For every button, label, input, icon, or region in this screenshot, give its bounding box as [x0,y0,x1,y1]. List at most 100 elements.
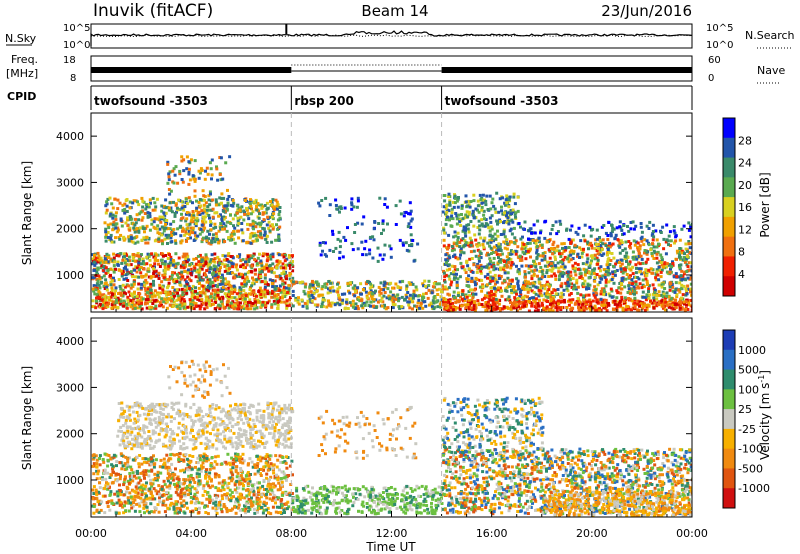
echo-cell [480,223,484,227]
echo-cell [479,198,483,201]
echo-cell [587,247,590,251]
echo-cell [250,284,254,288]
echo-cell [152,306,156,310]
echo-cell [652,292,655,296]
echo-cell [530,304,534,308]
echo-cell [262,218,266,222]
echo-cell [360,292,363,296]
echo-cell [160,285,164,289]
echo-cell [146,252,150,256]
echo-cell [601,302,605,306]
echo-cell [675,295,679,299]
echo-cell [219,266,222,269]
echo-cell [100,293,104,297]
echo-cell [162,300,166,304]
echo-cell [121,288,125,292]
echo-cell [266,289,270,293]
echo-cell [121,294,125,298]
echo-cell [512,195,516,199]
echo-cell [687,300,691,304]
echo-cell [565,284,569,288]
echo-cell [142,280,146,284]
echo-cell [194,305,198,308]
echo-cell [643,251,646,255]
echo-cell [195,257,198,260]
echo-cell [509,264,513,268]
echo-cell [338,256,342,260]
echo-cell [620,282,623,286]
echo-cell [480,298,484,302]
echo-cell [103,282,107,286]
echo-cell [579,306,583,310]
echo-cell [537,277,541,281]
echo-cell [671,262,675,265]
echo-cell [597,298,600,302]
echo-cell [252,252,256,256]
echo-cell [266,292,270,296]
echo-cell [203,177,207,181]
echo-cell [604,284,608,288]
echo-cell [397,299,400,303]
nave-tick-bottom: 0 [708,73,714,84]
echo-cell [220,192,224,196]
echo-cell [554,257,557,261]
echo-cell [206,257,210,261]
echo-cell [465,277,469,281]
echo-cell [617,244,621,248]
echo-cell [166,297,169,301]
echo-cell [427,284,431,287]
echo-cell [446,259,449,262]
echo-cell [443,280,447,284]
echo-cell [467,230,471,234]
echo-cell [110,293,114,296]
echo-cell [465,284,469,288]
echo-cell [327,287,330,291]
echo-cell [260,270,264,274]
echo-cell [660,261,663,265]
echo-cell [163,237,167,241]
echo-cell [560,242,564,246]
echo-cell [292,281,296,285]
echo-cell [456,197,460,201]
echo-cell [106,260,110,264]
echo-cell [221,177,225,181]
echo-cell [636,299,640,303]
echo-cell [492,239,495,243]
echo-cell [580,255,584,259]
echo-cell [152,272,156,275]
echo-cell [521,250,525,254]
echo-cell [145,205,149,209]
echo-cell [422,284,426,288]
echo-cell [184,212,188,216]
echo-cell [411,296,415,300]
echo-cell [634,282,638,286]
echo-cell [478,228,482,232]
echo-cell [385,296,389,300]
echo-cell [351,286,355,290]
echo-cell [674,281,678,285]
echo-cell [626,291,630,294]
echo-cell [204,255,208,259]
echo-cell [449,283,453,287]
echo-cell [148,258,152,262]
echo-cell [508,278,512,282]
echo-cell [571,266,575,270]
echo-cell [459,247,463,251]
echo-cell [680,286,684,290]
echo-cell [364,239,368,243]
echo-cell [283,300,287,304]
echo-cell [197,304,201,308]
echo-cell [244,277,248,281]
echo-cell [343,307,347,311]
echo-cell [238,286,242,290]
echo-cell [323,282,327,286]
echo-cell [219,156,223,160]
echo-cell [265,201,269,205]
echo-cell [528,241,532,245]
echo-cell [178,169,182,173]
echo-cell [602,290,606,294]
echo-cell [201,219,204,223]
echo-cell [197,227,201,231]
echo-cell [689,261,692,265]
echo-cell [371,256,375,260]
